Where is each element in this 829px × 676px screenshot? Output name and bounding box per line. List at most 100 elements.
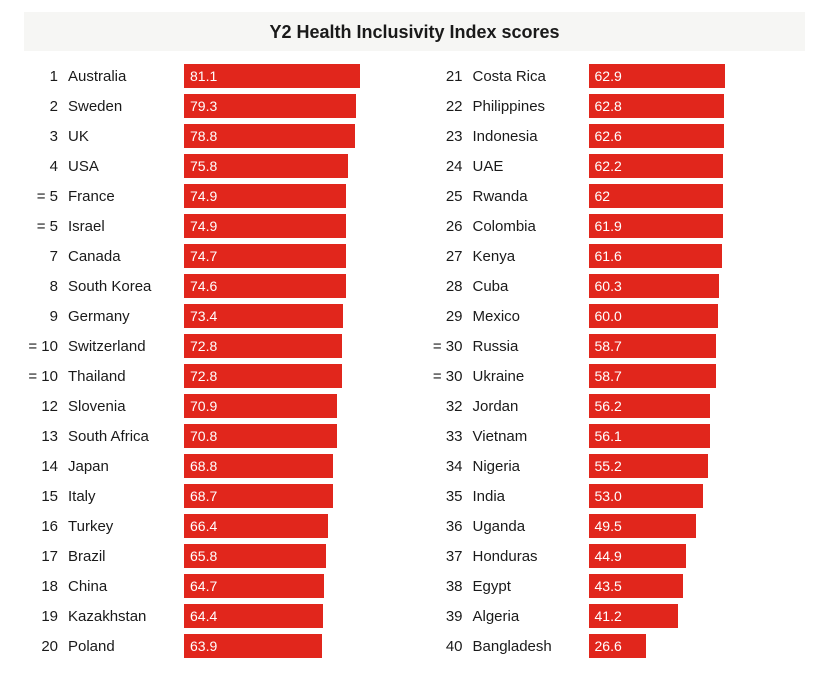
score-value: 72.8 [190,338,217,354]
table-row: 23Indonesia62.6 [429,121,806,151]
country-label: UAE [473,158,589,175]
bar-track: 63.9 [184,634,401,658]
score-value: 73.4 [190,308,217,324]
country-label: Vietnam [473,428,589,445]
score-bar: 43.5 [589,574,683,598]
score-bar: 74.7 [184,244,346,268]
score-bar: 79.3 [184,94,356,118]
score-value: 66.4 [190,518,217,534]
table-row: 28Cuba60.3 [429,271,806,301]
rank-label: = 5 [24,218,68,235]
country-label: China [68,578,184,595]
score-value: 62.8 [595,98,622,114]
table-row: 36Uganda49.5 [429,511,806,541]
country-label: Kenya [473,248,589,265]
bar-track: 58.7 [589,334,806,358]
bar-track: 60.0 [589,304,806,328]
score-bar: 49.5 [589,514,696,538]
table-row: 19Kazakhstan64.4 [24,601,401,631]
score-value: 58.7 [595,368,622,384]
score-value: 79.3 [190,98,217,114]
table-row: 12Slovenia70.9 [24,391,401,421]
rank-label: 14 [24,458,68,475]
score-bar: 62.9 [589,64,725,88]
bar-track: 44.9 [589,544,806,568]
rank-label: 2 [24,98,68,115]
country-label: Australia [68,68,184,85]
country-label: Italy [68,488,184,505]
rank-label: 20 [24,638,68,655]
bar-track: 79.3 [184,94,401,118]
score-bar: 64.4 [184,604,323,628]
score-bar: 74.9 [184,184,346,208]
country-label: Brazil [68,548,184,565]
score-bar: 72.8 [184,364,342,388]
bar-track: 68.7 [184,484,401,508]
score-bar: 74.6 [184,274,346,298]
bar-track: 68.8 [184,454,401,478]
score-value: 56.2 [595,398,622,414]
rank-label: 28 [429,278,473,295]
table-row: = 5France74.9 [24,181,401,211]
rank-label: 34 [429,458,473,475]
country-label: Poland [68,638,184,655]
country-label: France [68,188,184,205]
bar-track: 62 [589,184,806,208]
rank-label: 7 [24,248,68,265]
rank-label: 9 [24,308,68,325]
score-value: 68.7 [190,488,217,504]
chart-column-left: 1Australia81.12Sweden79.33UK78.84USA75.8… [24,61,401,661]
rank-label: 25 [429,188,473,205]
score-bar: 75.8 [184,154,348,178]
table-row: 39Algeria41.2 [429,601,806,631]
table-row: = 30Russia58.7 [429,331,806,361]
bar-track: 26.6 [589,634,806,658]
score-value: 74.7 [190,248,217,264]
country-label: India [473,488,589,505]
rank-label: 17 [24,548,68,565]
country-label: Russia [473,338,589,355]
bar-track: 64.4 [184,604,401,628]
country-label: Mexico [473,308,589,325]
country-label: Costa Rica [473,68,589,85]
score-value: 61.6 [595,248,622,264]
table-row: 20Poland63.9 [24,631,401,661]
country-label: Jordan [473,398,589,415]
score-bar: 65.8 [184,544,326,568]
rank-label: = 5 [24,188,68,205]
score-bar: 56.2 [589,394,711,418]
bar-track: 70.8 [184,424,401,448]
country-label: Colombia [473,218,589,235]
country-label: Turkey [68,518,184,535]
bar-track: 81.1 [184,64,401,88]
score-bar: 58.7 [589,334,716,358]
table-row: 27Kenya61.6 [429,241,806,271]
bar-track: 56.1 [589,424,806,448]
country-label: Uganda [473,518,589,535]
score-bar: 63.9 [184,634,322,658]
table-row: 40Bangladesh26.6 [429,631,806,661]
score-value: 68.8 [190,458,217,474]
score-value: 49.5 [595,518,622,534]
score-bar: 60.3 [589,274,720,298]
score-bar: 70.9 [184,394,337,418]
score-bar: 61.9 [589,214,723,238]
bar-track: 74.9 [184,214,401,238]
table-row: = 10Thailand72.8 [24,361,401,391]
rank-label: 15 [24,488,68,505]
score-bar: 61.6 [589,244,722,268]
score-bar: 73.4 [184,304,343,328]
score-value: 60.0 [595,308,622,324]
score-bar: 66.4 [184,514,328,538]
bar-track: 62.8 [589,94,806,118]
chart-title: Y2 Health Inclusivity Index scores [24,12,805,51]
score-bar: 68.8 [184,454,333,478]
score-value: 78.8 [190,128,217,144]
score-value: 74.9 [190,218,217,234]
table-row: 9Germany73.4 [24,301,401,331]
rank-label: 4 [24,158,68,175]
score-bar: 64.7 [184,574,324,598]
bar-track: 65.8 [184,544,401,568]
country-label: Bangladesh [473,638,589,655]
country-label: Japan [68,458,184,475]
